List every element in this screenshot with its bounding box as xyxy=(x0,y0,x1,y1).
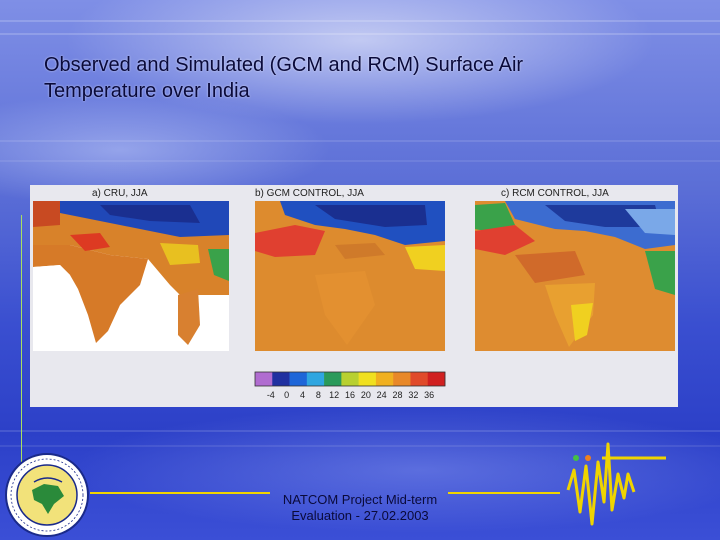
colorbar-tick-label: 36 xyxy=(424,390,434,400)
colorbar-swatch xyxy=(272,372,290,386)
footer-divider-left xyxy=(90,492,270,494)
colorbar-tick-label: 0 xyxy=(284,390,289,400)
colorbar-swatch xyxy=(393,372,411,386)
colorbar-tick-label: 20 xyxy=(361,390,371,400)
colorbar-tick-label: 24 xyxy=(377,390,387,400)
panel-a-label: a) CRU, JJA xyxy=(92,188,148,199)
decorative-vertical-line xyxy=(21,215,22,480)
maps-svg: a) CRU, JJA b) GCM CONTROL, JJA xyxy=(33,188,675,400)
colorbar-tick-label: 8 xyxy=(316,390,321,400)
natcom-emblem-icon xyxy=(5,453,89,537)
colorbar xyxy=(254,371,446,387)
panel-c-rcm: c) RCM CONTROL, JJA xyxy=(475,188,675,351)
colorbar-swatch xyxy=(255,372,273,386)
colorbar-swatch xyxy=(410,372,429,386)
colorbar-tick-label: -4 xyxy=(267,390,275,400)
slide-title: Observed and Simulated (GCM and RCM) Sur… xyxy=(44,52,664,104)
colorbar-ticks: -4 0 4 8 12 16 20 24 28 32 36 xyxy=(267,390,434,400)
panel-b-gcm: b) GCM CONTROL, JJA xyxy=(255,188,445,351)
footer-line-1: NATCOM Project Mid-term xyxy=(282,492,438,507)
seismograph-wave-icon xyxy=(566,442,666,526)
title-line-2: Temperature over India xyxy=(44,80,250,102)
colorbar-swatch xyxy=(341,372,359,386)
panel-b-label: b) GCM CONTROL, JJA xyxy=(255,188,364,199)
title-line-1: Observed and Simulated (GCM and RCM) Sur… xyxy=(44,54,524,76)
panel-c-label: c) RCM CONTROL, JJA xyxy=(501,188,609,199)
colorbar-swatch xyxy=(289,372,308,386)
colorbar-swatch xyxy=(358,372,377,386)
colorbar-tick-label: 28 xyxy=(392,390,402,400)
panel-a-cru: a) CRU, JJA xyxy=(33,188,229,351)
colorbar-tick-label: 4 xyxy=(300,390,305,400)
footer-line-2: Evaluation - 27.02.2003 xyxy=(291,508,429,523)
colorbar-tick-label: 12 xyxy=(329,390,339,400)
colorbar-swatch xyxy=(427,372,446,386)
slide-footer: NATCOM Project Mid-term Evaluation - 27.… xyxy=(260,492,460,524)
colorbar-tick-label: 16 xyxy=(345,390,355,400)
footer-divider-right xyxy=(448,492,560,494)
colorbar-swatch xyxy=(375,372,394,386)
colorbar-frame xyxy=(254,371,446,387)
colorbar-swatch xyxy=(324,372,342,386)
colorbar-tick-label: 32 xyxy=(408,390,418,400)
colorbar-swatch xyxy=(306,372,325,386)
temperature-maps-figure: a) CRU, JJA b) GCM CONTROL, JJA xyxy=(30,185,678,407)
